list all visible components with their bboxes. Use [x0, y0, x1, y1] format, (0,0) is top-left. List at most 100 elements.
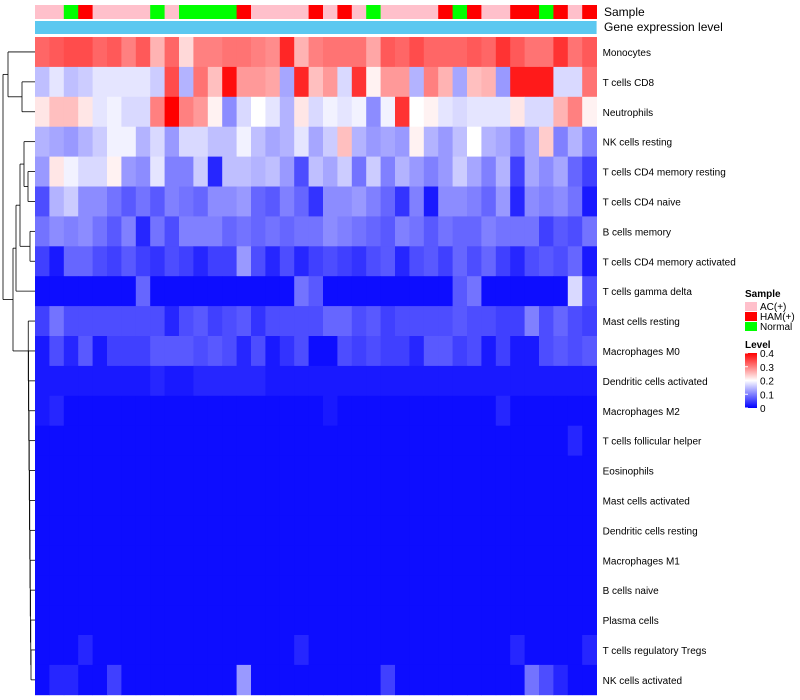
heatmap-cell — [395, 96, 410, 128]
heatmap-cell — [236, 37, 252, 68]
heatmap-cell — [539, 575, 554, 606]
heatmap-cell — [279, 605, 295, 636]
heatmap-cell — [582, 575, 597, 606]
heatmap-cell — [49, 37, 65, 68]
heatmap-cell — [150, 395, 165, 427]
heatmap-cell — [193, 37, 209, 68]
heatmap-cell — [409, 216, 425, 247]
heatmap-cell — [395, 276, 410, 307]
heatmap-cell — [553, 126, 569, 157]
sample-annotation-cell — [495, 5, 511, 19]
heatmap-cell — [467, 395, 482, 427]
heatmap-cell — [351, 635, 367, 666]
heatmap-cell — [150, 246, 165, 277]
heatmap-cell — [49, 575, 65, 606]
heatmap-cell — [251, 515, 266, 546]
heatmap-cell — [193, 66, 209, 98]
heatmap-cell — [49, 365, 65, 397]
row-labels: Monocytes T cells CD8 Neutrophils NK cells … — [603, 48, 736, 687]
heatmap-cell — [294, 186, 309, 217]
heatmap-cell — [452, 485, 468, 516]
heatmap-cell — [351, 395, 367, 427]
heatmap-cell — [222, 455, 237, 486]
heatmap-cell — [78, 545, 93, 576]
heatmap-cell — [366, 66, 381, 98]
heatmap-cell — [567, 276, 583, 307]
heatmap-cell — [510, 365, 525, 397]
heatmap-cell — [467, 664, 482, 696]
heatmap-cell — [567, 37, 583, 68]
heatmap-cell — [35, 37, 50, 68]
heatmap-cell — [481, 605, 497, 636]
sample-annotation-cell — [452, 5, 468, 19]
heatmap-cell — [49, 216, 65, 247]
heatmap-cell — [380, 96, 396, 128]
heatmap-cell — [265, 425, 281, 456]
heatmap-cell — [150, 365, 165, 397]
heatmap-cell — [92, 455, 108, 486]
heatmap-cell — [308, 37, 324, 68]
heatmap-cell — [337, 664, 353, 696]
sample-annotation-cell — [265, 5, 281, 19]
heatmap-cell — [423, 545, 439, 576]
heatmap-cell — [308, 395, 324, 427]
heatmap-cell — [323, 664, 338, 696]
heatmap-cell — [35, 545, 50, 576]
heatmap-cell — [294, 395, 309, 427]
heatmap-cell — [553, 395, 569, 427]
heatmap-cell — [207, 126, 223, 157]
sample-legend: Sample AC(+)HAM(+)Normal — [745, 289, 795, 333]
heatmap-cell — [351, 485, 367, 516]
heatmap-cell — [567, 395, 583, 427]
heatmap-cell — [207, 37, 223, 68]
heatmap-cell — [121, 635, 137, 666]
heatmap-cell — [380, 455, 396, 486]
heatmap-cell — [308, 156, 324, 187]
row-label: Eosinophils — [603, 467, 654, 478]
heatmap-cell — [207, 306, 223, 337]
heatmap-cell — [107, 276, 122, 307]
heatmap-cell — [265, 96, 281, 128]
heatmap-cell — [251, 186, 266, 217]
heatmap-cell — [179, 515, 194, 546]
heatmap-cell — [92, 96, 108, 128]
heatmap-cell — [121, 425, 137, 456]
heatmap-cell — [495, 605, 511, 636]
heatmap-cell — [539, 545, 554, 576]
heatmap-cell — [207, 156, 223, 187]
heatmap-cell — [121, 485, 137, 516]
heatmap-cell — [164, 336, 180, 367]
heatmap-cell — [193, 515, 209, 546]
heatmap-cell — [481, 455, 497, 486]
heatmap-cell — [351, 425, 367, 456]
heatmap-cell — [78, 605, 93, 636]
heatmap-cell — [395, 425, 410, 456]
heatmap-cell — [395, 186, 410, 217]
heatmap-cell — [294, 96, 309, 128]
heatmap-cell — [495, 455, 511, 486]
heatmap-cell — [366, 37, 381, 68]
heatmap-cell — [423, 336, 439, 367]
heatmap-cell — [265, 126, 281, 157]
heatmap-cell — [150, 605, 165, 636]
heatmap-cell — [495, 306, 511, 337]
heatmap-cell — [236, 545, 252, 576]
heatmap-cell — [409, 276, 425, 307]
heatmap-cell — [35, 336, 50, 367]
heatmap-cell — [164, 575, 180, 606]
heatmap-cell — [524, 37, 540, 68]
heatmap-cell — [92, 306, 108, 337]
heatmap-cell — [150, 126, 165, 157]
heatmap-cell — [467, 635, 482, 666]
heatmap-cell — [207, 635, 223, 666]
heatmap-cell — [452, 425, 468, 456]
heatmap-cell — [207, 575, 223, 606]
heatmap-cell — [567, 216, 583, 247]
heatmap-cell — [423, 246, 439, 277]
heatmap-cell — [92, 485, 108, 516]
heatmap-cell — [251, 365, 266, 397]
heatmap-cell — [207, 545, 223, 576]
sample-annotation-cell — [193, 5, 209, 19]
heatmap-cell — [567, 605, 583, 636]
heatmap-cell — [467, 96, 482, 128]
